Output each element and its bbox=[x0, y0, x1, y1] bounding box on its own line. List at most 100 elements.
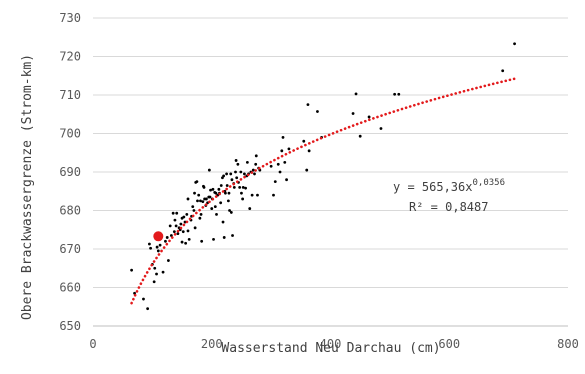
data-point-90 bbox=[231, 234, 234, 237]
data-point-0 bbox=[130, 268, 133, 272]
data-point-111 bbox=[251, 168, 255, 172]
data-point-103 bbox=[243, 172, 246, 176]
data-point-62 bbox=[209, 188, 212, 192]
data-point-30 bbox=[181, 230, 185, 234]
y-tick-label-690: 690 bbox=[59, 165, 81, 179]
data-point-126 bbox=[285, 178, 288, 182]
data-point-106 bbox=[245, 160, 249, 164]
data-point-102 bbox=[241, 186, 245, 189]
data-point-18 bbox=[169, 234, 173, 237]
data-point-27 bbox=[179, 222, 183, 226]
data-point-40 bbox=[191, 205, 195, 209]
y-tick-label-650: 650 bbox=[59, 319, 81, 333]
y-tick-label-670: 670 bbox=[59, 242, 81, 256]
data-point-100 bbox=[240, 191, 243, 195]
data-point-46 bbox=[196, 199, 199, 203]
data-point-19 bbox=[171, 211, 175, 215]
data-point-87 bbox=[229, 172, 233, 176]
data-point-124 bbox=[281, 135, 285, 139]
y-tick-label-680: 680 bbox=[59, 204, 81, 218]
data-point-85 bbox=[227, 191, 231, 195]
data-point-139 bbox=[393, 92, 397, 96]
y-tick-labels: 650 660 670 680 690 700 710 720 730 bbox=[59, 11, 81, 333]
gridlines bbox=[93, 17, 568, 288]
data-point-84 bbox=[226, 199, 230, 203]
y-tick-label-720: 720 bbox=[59, 50, 81, 64]
data-point-82 bbox=[225, 172, 228, 176]
data-point-31 bbox=[182, 215, 186, 219]
y-tick-label-730: 730 bbox=[59, 11, 81, 25]
x-axis-title: Wasserstand Neu Darchau (cm) bbox=[221, 341, 440, 356]
data-point-63 bbox=[210, 207, 214, 210]
data-point-131 bbox=[307, 149, 311, 153]
data-point-36 bbox=[186, 197, 190, 201]
data-point-45 bbox=[195, 180, 199, 184]
data-point-13 bbox=[161, 270, 165, 274]
data-points bbox=[130, 42, 516, 311]
data-point-20 bbox=[172, 230, 176, 234]
trendline-equation-exponent: 0,0356 bbox=[472, 178, 505, 188]
highlight-layer bbox=[153, 231, 164, 242]
data-point-5 bbox=[149, 246, 152, 250]
data-point-4 bbox=[148, 242, 151, 246]
data-point-47 bbox=[197, 193, 201, 197]
data-point-9 bbox=[155, 272, 158, 276]
data-point-119 bbox=[272, 193, 275, 197]
data-point-86 bbox=[228, 209, 231, 212]
data-point-98 bbox=[238, 186, 242, 189]
x-tick-label-600: 600 bbox=[438, 337, 460, 351]
data-point-104 bbox=[244, 186, 247, 190]
data-point-101 bbox=[241, 197, 245, 201]
data-point-16 bbox=[167, 259, 170, 262]
data-point-130 bbox=[306, 103, 310, 107]
data-point-114 bbox=[254, 154, 258, 158]
data-point-35 bbox=[186, 229, 190, 233]
data-point-57 bbox=[205, 197, 208, 201]
data-point-142 bbox=[513, 42, 516, 46]
data-point-89 bbox=[230, 178, 234, 182]
x-tick-labels: 0 200 400 600 800 bbox=[89, 337, 578, 351]
data-point-110 bbox=[250, 193, 254, 197]
data-point-68 bbox=[213, 205, 217, 209]
data-point-2 bbox=[142, 297, 145, 301]
data-point-21 bbox=[173, 218, 177, 222]
y-tick-label-700: 700 bbox=[59, 127, 81, 141]
data-point-15 bbox=[165, 236, 169, 239]
y-tick-label-710: 710 bbox=[59, 88, 81, 102]
data-point-121 bbox=[276, 162, 280, 166]
data-point-28 bbox=[180, 240, 184, 244]
data-point-65 bbox=[211, 187, 215, 191]
data-point-8 bbox=[153, 266, 157, 270]
data-point-41 bbox=[192, 209, 196, 212]
data-point-11 bbox=[156, 249, 160, 253]
data-point-22 bbox=[174, 224, 178, 228]
data-point-136 bbox=[358, 134, 362, 138]
data-point-137 bbox=[367, 115, 371, 119]
data-point-128 bbox=[302, 139, 306, 143]
data-point-92 bbox=[232, 186, 236, 189]
highlight-point bbox=[153, 231, 164, 242]
data-point-3 bbox=[146, 307, 150, 311]
data-point-132 bbox=[316, 110, 319, 113]
data-point-48 bbox=[198, 216, 202, 220]
data-point-70 bbox=[215, 212, 218, 216]
data-point-112 bbox=[253, 172, 256, 176]
data-point-34 bbox=[185, 212, 189, 216]
data-point-95 bbox=[235, 176, 239, 180]
trendline-path bbox=[130, 77, 516, 305]
data-point-115 bbox=[256, 193, 259, 197]
data-point-96 bbox=[236, 162, 240, 166]
data-point-37 bbox=[187, 237, 191, 241]
data-point-135 bbox=[354, 92, 358, 96]
data-point-140 bbox=[397, 92, 401, 96]
data-point-99 bbox=[239, 170, 243, 174]
data-point-49 bbox=[199, 199, 202, 203]
data-point-69 bbox=[214, 191, 218, 195]
trendline-equation-base: y = 565,36x bbox=[393, 180, 472, 194]
data-point-33 bbox=[184, 241, 188, 245]
data-point-113 bbox=[254, 162, 258, 166]
trendline-equation: y = 565,36x0,0356 bbox=[393, 178, 505, 194]
y-axis-title: Obere Brackwassergrenze (Strom-km) bbox=[20, 54, 35, 320]
